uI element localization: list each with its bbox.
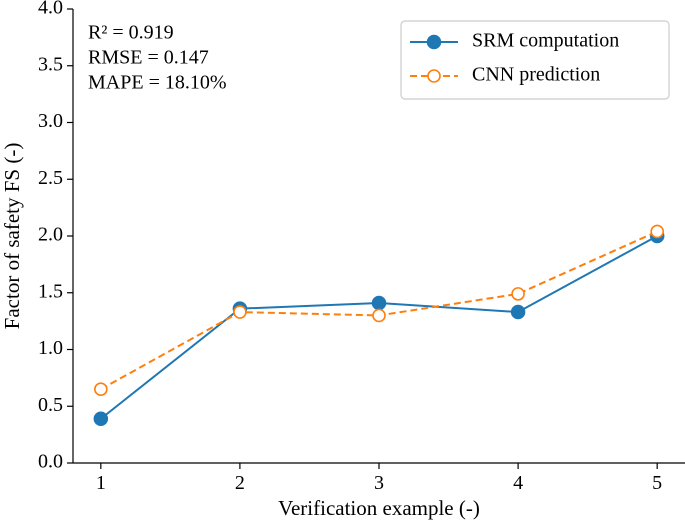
legend-srm-marker xyxy=(426,34,442,50)
legend-frame xyxy=(400,20,670,100)
x-tick-label: 5 xyxy=(652,472,662,494)
series-line-srm xyxy=(100,235,658,420)
data-point-srm xyxy=(510,304,526,320)
y-tick-label: 1.5 xyxy=(38,280,63,302)
data-point-cnn xyxy=(372,308,386,323)
data-point-cnn xyxy=(233,305,247,319)
annotation-mape: MAPE = 18.10% xyxy=(88,72,227,94)
y-tick-label: 3.0 xyxy=(38,110,63,132)
plot-marks xyxy=(93,224,665,426)
y-tick-label: 0.0 xyxy=(38,451,63,473)
y-tick-label: 2.0 xyxy=(38,224,63,246)
legend: SRM computation CNN prediction xyxy=(400,20,670,100)
data-point-srm xyxy=(93,411,109,426)
y-tick-label: 2.5 xyxy=(38,167,63,189)
data-point-srm xyxy=(371,295,387,311)
legend-cnn-label: CNN prediction xyxy=(472,64,600,86)
annotation-rmse: RMSE = 0.147 xyxy=(88,47,209,69)
y-axis-label: Factor of safety FS (-) xyxy=(0,143,24,330)
axes: 0.0 0.5 1.0 1.5 2.0 2.5 3.0 3.5 4.0 1 2 3 4 5 xyxy=(38,0,685,494)
data-point-cnn xyxy=(94,382,108,397)
y-tick-label: 3.5 xyxy=(38,53,63,75)
x-axis-label: Verification example (-) xyxy=(278,496,480,520)
data-point-cnn xyxy=(650,224,664,239)
x-tick-label: 3 xyxy=(374,472,384,494)
data-point-cnn xyxy=(511,287,525,301)
x-tick-label: 1 xyxy=(96,472,106,494)
y-tick-label: 1.0 xyxy=(38,337,63,359)
y-tick-label: 0.5 xyxy=(38,394,63,416)
x-tick-label: 2 xyxy=(235,472,245,494)
annotation-r2: R² = 0.919 xyxy=(88,22,174,44)
x-tick-label: 4 xyxy=(513,472,523,494)
legend-srm-label: SRM computation xyxy=(472,30,619,52)
y-tick-label: 4.0 xyxy=(38,0,63,19)
legend-cnn-marker xyxy=(427,69,441,83)
